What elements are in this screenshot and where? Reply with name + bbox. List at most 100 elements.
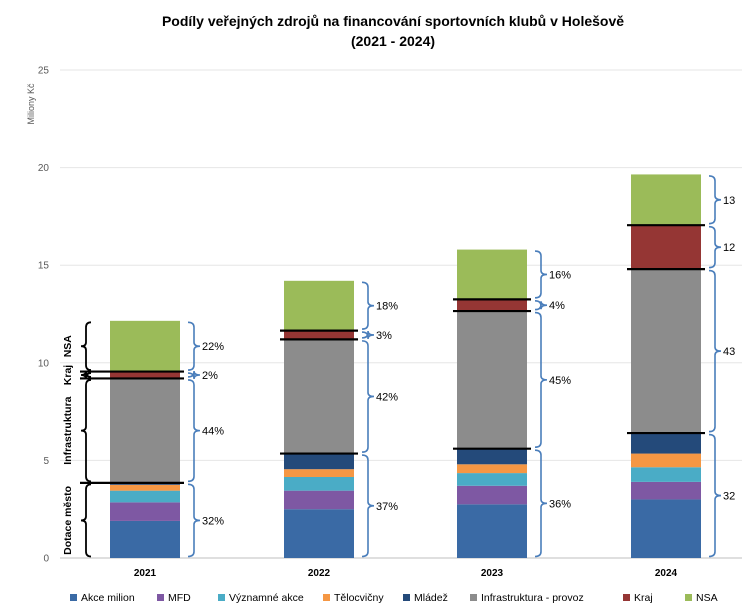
group-percent-label: 18% bbox=[376, 301, 398, 313]
group-percent-label: 12 bbox=[723, 242, 735, 254]
legend-swatch bbox=[470, 594, 477, 601]
chart-title: Podíly veřejných zdrojů na financování s… bbox=[162, 13, 624, 29]
legend-label: Akce milion bbox=[81, 592, 135, 604]
bar-segment-v-znamn-akce bbox=[457, 473, 527, 486]
group-brace bbox=[361, 340, 375, 453]
bar-segment-nsa bbox=[110, 320, 180, 372]
bar-segment-akce-milion bbox=[284, 509, 354, 558]
legend-swatch bbox=[403, 594, 410, 601]
bar-segment-akce-milion bbox=[457, 504, 527, 558]
y-tick-label: 5 bbox=[43, 456, 49, 467]
group-percent-label: 45% bbox=[549, 375, 571, 387]
legend-label: MFD bbox=[168, 592, 191, 604]
group-brace bbox=[534, 311, 548, 448]
side-bracket bbox=[80, 370, 92, 380]
side-label: Kraj bbox=[62, 365, 74, 386]
side-bracket bbox=[80, 483, 92, 558]
chart-subtitle: (2021 - 2024) bbox=[351, 33, 435, 49]
legend-label: Významné akce bbox=[229, 592, 304, 604]
side-label: Infrastruktura bbox=[62, 396, 74, 464]
bar-segment-kraj bbox=[631, 225, 701, 270]
group-brace bbox=[534, 250, 548, 299]
legend: Akce milion MFD Významné akce Tělocvičny Mlá… bbox=[70, 592, 718, 604]
legend-swatch bbox=[623, 594, 630, 601]
bar-segment-nsa bbox=[631, 174, 701, 226]
legend-swatch bbox=[685, 594, 692, 601]
x-tick-label: 2023 bbox=[481, 568, 504, 579]
group-percent-label: 4% bbox=[549, 300, 565, 312]
bar-segment-v-znamn-akce bbox=[110, 490, 180, 503]
group-brace bbox=[187, 483, 201, 558]
x-tick-label: 2022 bbox=[308, 568, 331, 579]
bar-segment-akce-milion bbox=[110, 520, 180, 558]
legend-swatch bbox=[323, 594, 330, 601]
group-brace bbox=[708, 433, 722, 558]
bar-segment-t-locvi-ny bbox=[110, 484, 180, 491]
group-percent-label: 13 bbox=[723, 195, 735, 207]
group-brace bbox=[361, 281, 375, 330]
group-percent-label: 3% bbox=[376, 330, 392, 342]
group-braces: 32% 44% 2% 22% 37% 42% 3% 18% 36% 45% 4% 16% 32 43 12 1… bbox=[187, 175, 735, 558]
bar-segment-kraj bbox=[110, 371, 180, 379]
group-brace bbox=[708, 175, 722, 225]
legend-label: Mládež bbox=[414, 592, 448, 604]
bar-segment-v-znamn-akce bbox=[284, 476, 354, 491]
x-tick-labels: 2021 2022 2023 2024 bbox=[134, 568, 678, 579]
group-percent-label: 16% bbox=[549, 269, 571, 281]
y-tick-label: 10 bbox=[38, 358, 50, 369]
bar-segment-t-locvi-ny bbox=[457, 464, 527, 474]
y-tick-label: 15 bbox=[38, 261, 50, 272]
bar-segment-mfd bbox=[457, 485, 527, 505]
group-brace bbox=[708, 225, 722, 269]
bar-segment-t-locvi-ny bbox=[631, 453, 701, 468]
legend-label: Infrastruktura - provoz bbox=[481, 592, 584, 604]
group-separators bbox=[80, 224, 705, 484]
legend-label: Kraj bbox=[634, 592, 653, 604]
group-brace bbox=[534, 449, 548, 558]
group-percent-label: 36% bbox=[549, 498, 571, 510]
side-bracket bbox=[80, 379, 92, 483]
bar-segment-infrastruktura-provoz bbox=[631, 269, 701, 434]
bar-segment-mfd bbox=[284, 490, 354, 510]
legend-label: Tělocvičny bbox=[334, 592, 384, 604]
side-label: NSA bbox=[62, 335, 74, 358]
group-brace bbox=[187, 321, 201, 371]
group-percent-label: 32% bbox=[202, 515, 224, 527]
bar-segment-mfd bbox=[631, 481, 701, 500]
bar-segment-infrastruktura-provoz bbox=[457, 311, 527, 449]
legend-swatch bbox=[218, 594, 225, 601]
group-percent-label: 44% bbox=[202, 426, 224, 438]
y-tick-labels: 0 5 10 15 20 25 bbox=[38, 66, 50, 565]
bar-segment-v-znamn-akce bbox=[631, 467, 701, 482]
group-percent-label: 43 bbox=[723, 346, 735, 358]
group-brace bbox=[534, 300, 548, 311]
group-brace bbox=[361, 330, 375, 340]
group-brace bbox=[187, 379, 201, 483]
group-percent-label: 37% bbox=[376, 501, 398, 513]
x-tick-label: 2021 bbox=[134, 568, 157, 579]
bar-segment-infrastruktura-provoz bbox=[110, 378, 180, 483]
bar-segment-ml-de- bbox=[284, 453, 354, 470]
bar-segment-kraj bbox=[457, 299, 527, 312]
group-brace bbox=[361, 454, 375, 558]
group-percent-label: 42% bbox=[376, 391, 398, 403]
legend-swatch bbox=[70, 594, 77, 601]
bar-segment-ml-de- bbox=[631, 433, 701, 454]
legend-swatch bbox=[157, 594, 164, 601]
legend-label: NSA bbox=[696, 592, 718, 604]
bar-segment-nsa bbox=[457, 249, 527, 300]
bar-segment-ml-de- bbox=[457, 448, 527, 465]
bar-segment-kraj bbox=[284, 330, 354, 340]
group-percent-label: 22% bbox=[202, 341, 224, 353]
bar-segment-t-locvi-ny bbox=[284, 469, 354, 477]
group-brace bbox=[708, 269, 722, 433]
bar-segment-mfd bbox=[110, 502, 180, 521]
y-tick-label: 0 bbox=[43, 554, 49, 565]
group-percent-label: 32 bbox=[723, 491, 735, 503]
y-tick-label: 20 bbox=[38, 163, 50, 174]
y-axis-label: Miliony Kč bbox=[26, 83, 36, 125]
bar-segment-nsa bbox=[284, 280, 354, 331]
side-labels: Dotace město Infrastruktura Kraj NSA bbox=[62, 321, 92, 558]
bars bbox=[110, 174, 701, 558]
